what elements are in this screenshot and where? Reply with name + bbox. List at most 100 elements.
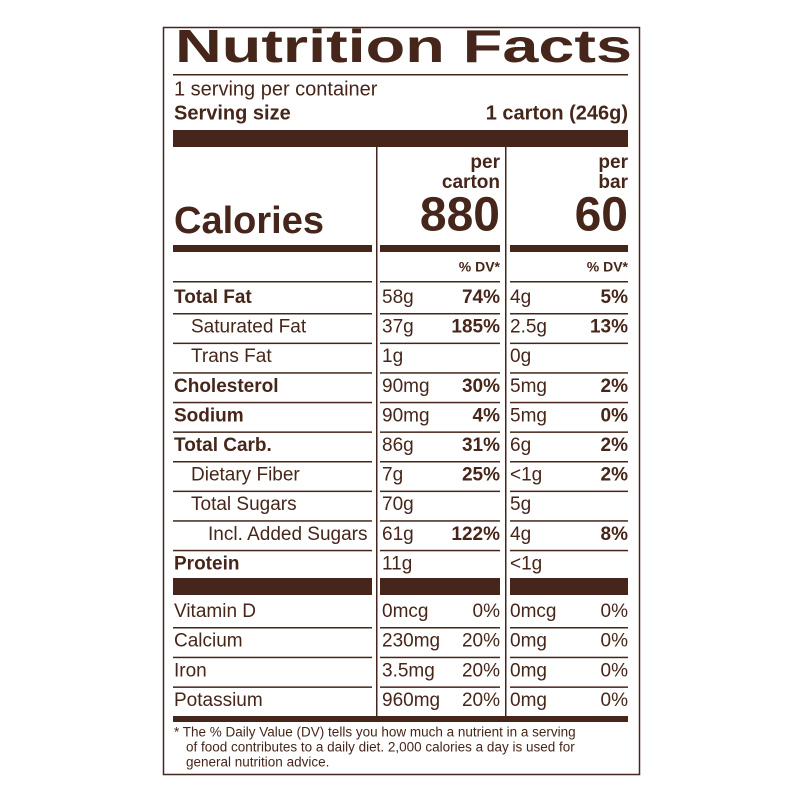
daily-value: 0% [601,631,629,652]
rule [510,372,628,374]
amount: <1g [510,553,542,574]
serving-size-label: Serving size [174,102,291,124]
rule [173,342,372,345]
amount: 4g [510,287,531,308]
daily-value: 5% [601,287,629,308]
rule [380,549,500,552]
nutrient-name: Total Carb. [174,435,272,456]
dv-heading: % DV* [459,259,501,275]
nutrient-name: Trans Fat [191,346,272,367]
servings: 1 serving per container [174,78,378,100]
amount: 0mcg [510,601,556,622]
amount: 0g [510,346,531,367]
rule [380,372,500,374]
rule [173,549,372,552]
rule [510,431,628,433]
rule [380,686,500,688]
rule [380,281,500,283]
amount: 230mg [382,631,440,652]
thick-bar [173,130,628,147]
amount: 90mg [382,376,430,397]
rule [380,520,500,522]
calories-label: Calories [174,200,324,242]
amount: 5mg [510,405,547,426]
vitamin-name: Iron [174,660,207,681]
rule [173,431,372,433]
rule [510,686,628,688]
column-heading: carton [442,172,500,193]
rule [380,313,500,315]
rule [173,74,628,76]
rule [173,401,372,404]
amount: 1g [382,346,403,367]
rule [173,461,372,463]
rule [510,578,628,595]
rule [510,549,628,552]
daily-value: 31% [462,435,500,456]
column-heading: bar [598,172,628,193]
daily-value: 122% [451,524,500,545]
nutrient-name: Saturated Fat [191,317,307,338]
amount: 70g [382,494,414,515]
daily-value: 0% [601,601,629,622]
daily-value: 0% [601,660,629,681]
amount: 11g [382,553,412,574]
daily-value: 20% [462,690,500,711]
thick-bar [173,716,628,722]
rule [510,627,628,629]
nutrient-name: Incl. Added Sugars [208,524,368,545]
amount: 37g [382,317,414,338]
rule [380,431,500,433]
daily-value: 2% [601,376,629,397]
footnote: of food contributes to a daily diet. 2,0… [186,740,575,755]
amount: 5g [510,494,531,515]
amount: 58g [382,287,414,308]
daily-value: 8% [601,524,629,545]
rule [380,578,500,595]
rule [173,313,372,315]
nutrient-name: Dietary Fiber [191,465,300,486]
rule [510,656,628,659]
rule [380,656,500,659]
daily-value: 185% [451,317,500,338]
amount: 3.5mg [382,660,435,681]
column-heading: per [470,152,500,173]
amount: 0mg [510,690,547,711]
rule [380,342,500,345]
rule [510,520,628,522]
rule [510,490,628,493]
amount: 5mg [510,376,547,397]
calories-value: 60 [575,189,628,242]
serving-size-value: 1 carton (246g) [486,102,628,124]
nutrient-name: Total Fat [174,287,252,308]
footnote: * The % Daily Value (DV) tells you how m… [174,725,576,740]
amount: 0mcg [382,601,428,622]
rule [510,313,628,315]
daily-value: 20% [462,660,500,681]
amount: <1g [510,465,542,486]
rule [173,578,372,595]
amount: 960mg [382,690,440,711]
rule [173,245,372,252]
amount: 0mg [510,631,547,652]
amount: 2.5g [510,317,547,338]
daily-value: 0% [473,601,501,622]
amount: 7g [382,465,403,486]
daily-value: 74% [462,287,500,308]
daily-value: 13% [590,317,628,338]
daily-value: 25% [462,465,500,486]
daily-value: 2% [601,435,629,456]
rule [173,281,372,283]
rule [510,461,628,463]
title: Nutrition Facts [175,20,632,72]
rule [173,656,372,659]
daily-value: 30% [462,376,500,397]
rule [380,245,500,252]
rule [380,627,500,629]
amount: 6g [510,435,531,456]
rule [173,627,372,629]
rule [173,686,372,688]
rule [380,461,500,463]
vitamin-name: Potassium [174,690,263,711]
